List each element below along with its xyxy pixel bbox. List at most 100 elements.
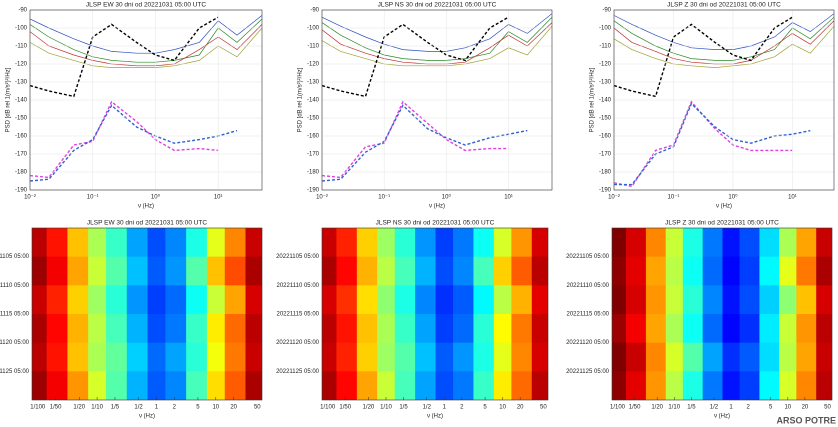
y-tick-label: -160: [307, 134, 320, 140]
reference-curve: [322, 100, 509, 179]
x-tick-label: 2: [173, 405, 177, 411]
heat-cell: [682, 314, 704, 344]
y-tick-label: -180: [307, 170, 320, 176]
y-tick-label: 20221115 05:00: [567, 312, 610, 318]
heat-cell: [165, 371, 187, 400]
heat-cell: [32, 314, 48, 344]
heat-cell: [336, 342, 358, 372]
heat-cell: [665, 314, 684, 344]
heat-cell: [665, 371, 684, 400]
heat-cell: [473, 371, 495, 400]
heat-cell: [394, 285, 416, 315]
heat-cell: [435, 314, 454, 344]
y-tick-label: 20221120 05:00: [276, 340, 320, 346]
heat-cell: [682, 285, 704, 315]
heat-cell: [126, 256, 149, 286]
heat-cell: [186, 342, 208, 372]
heat-cell: [186, 256, 208, 286]
heat-cell: [759, 228, 780, 258]
heat-cell: [493, 314, 512, 344]
y-tick-label: 20221110 05:00: [0, 283, 30, 289]
heat-cell: [435, 256, 454, 286]
heat-cell: [106, 256, 128, 286]
heat-cell: [206, 228, 226, 258]
heat-cell: [511, 314, 533, 344]
heat-cell: [531, 285, 548, 315]
axes-frame: [611, 227, 833, 401]
heat-cell: [356, 228, 378, 258]
heat-cell: [453, 228, 474, 258]
heat-cell: [493, 228, 512, 258]
x-tick-label: 50: [824, 405, 831, 411]
heat-cell: [377, 342, 396, 372]
y-tick-label: -100: [15, 26, 28, 32]
x-tick-label: 1/10: [668, 405, 680, 411]
chart-title: JLSP Z 30 dni od 20221031 05:00 UTC: [665, 220, 779, 227]
heat-cell: [626, 256, 647, 286]
chart-title: JLSP NS 30 dni od 20221031 05:00 UTC: [378, 2, 497, 9]
heat-cell: [356, 256, 378, 286]
x-axis-label: ν (Hz): [429, 204, 445, 210]
y-tick-label: 20221105 05:00: [276, 254, 320, 260]
heat-cell: [682, 256, 704, 286]
x-tick-label: 5: [769, 405, 773, 411]
heat-cell: [473, 314, 495, 344]
heat-cell: [453, 285, 474, 315]
heat-cell: [645, 342, 667, 372]
heat-cell: [67, 371, 89, 400]
heat-cell: [779, 228, 797, 258]
heat-cell: [88, 371, 107, 400]
heat-cell: [106, 314, 128, 344]
y-axis-label: PSD [dB rel 1(m/s²)²/Hz]: [590, 67, 596, 132]
y-tick-label: -170: [15, 152, 28, 158]
heat-cell: [88, 314, 107, 344]
x-tick-label: 10⁰: [442, 194, 452, 201]
heat-cell: [722, 314, 741, 344]
heat-cell: [435, 228, 454, 258]
y-tick-label: -190: [307, 188, 320, 194]
noise-curve: [614, 16, 834, 61]
heat-cell: [165, 256, 187, 286]
heat-cell: [415, 285, 437, 315]
reference-curve: [30, 104, 238, 182]
heat-cell: [32, 228, 48, 258]
x-tick-label: 1/20: [651, 405, 663, 411]
y-tick-label: 20221105 05:00: [0, 254, 30, 260]
heat-cell: [126, 228, 149, 258]
heat-cell: [435, 371, 454, 400]
heat-cell: [377, 285, 396, 315]
heat-cell: [493, 371, 512, 400]
heat-cell: [702, 256, 724, 286]
x-tick-label: 20: [517, 405, 524, 411]
x-tick-label: 1: [155, 405, 159, 411]
x-tick-label: 1/10: [380, 405, 392, 411]
heat-cell: [147, 285, 166, 315]
heat-cell: [206, 342, 226, 372]
noise-curve: [30, 27, 262, 68]
chart-title: JLSP Z 30 dni od 20221031 05:00 UTC: [667, 2, 781, 9]
heat-cell: [336, 228, 358, 258]
heat-cell: [796, 228, 817, 258]
x-tick-label: 1/100: [610, 405, 626, 411]
reference-curve: [614, 16, 793, 98]
y-tick-label: -90: [18, 8, 27, 14]
heat-cell: [394, 314, 416, 344]
x-tick-label: 20: [802, 405, 809, 411]
x-tick-label: 2: [746, 405, 750, 411]
heat-cell: [186, 314, 208, 344]
y-tick-label: -140: [599, 98, 612, 104]
axes-frame: [613, 9, 835, 191]
heat-cell: [415, 256, 437, 286]
heat-cell: [356, 285, 378, 315]
heat-cell: [626, 228, 647, 258]
reference-curve: [30, 100, 219, 179]
axes-frame: [321, 227, 549, 401]
heat-cell: [612, 314, 627, 344]
y-tick-label: -130: [15, 80, 28, 86]
heat-cell: [67, 228, 89, 258]
heat-cell: [796, 256, 817, 286]
heat-cell: [816, 228, 832, 258]
heat-cell: [796, 371, 817, 400]
heat-cell: [531, 228, 548, 258]
heat-cell: [394, 256, 416, 286]
